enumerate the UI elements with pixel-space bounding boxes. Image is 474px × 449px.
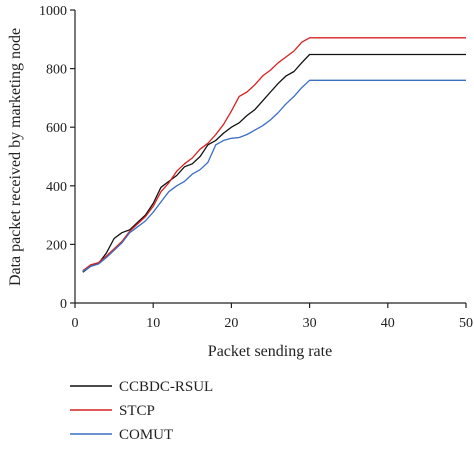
series-line-comut	[82, 79, 466, 272]
x-tick-label: 0	[72, 316, 79, 331]
y-tick-label: 400	[46, 180, 67, 195]
y-tick-label: 200	[46, 238, 67, 253]
plot-area: 0 10 20 30 40 50 0 200 400 600 800 1000	[39, 4, 473, 331]
x-tick-label: 40	[381, 316, 395, 331]
x-tick-label: 10	[146, 316, 160, 331]
legend-label-comut: COMUT	[119, 427, 173, 443]
series-line-ccbdc-rsul	[82, 53, 466, 273]
y-ticks: 0 200 400 600 800 1000	[39, 4, 75, 312]
series-lines	[82, 37, 466, 273]
x-tick-label: 50	[459, 316, 473, 331]
y-tick-label: 600	[46, 121, 67, 136]
x-tick-label: 20	[224, 316, 238, 331]
legend-label-ccbdc-rsul: CCBDC-RSUL	[119, 379, 213, 395]
legend-label-stcp: STCP	[119, 403, 155, 419]
x-axis-title: Packet sending rate	[208, 343, 332, 360]
x-ticks: 0 10 20 30 40 50	[72, 303, 473, 331]
x-tick-label: 30	[303, 316, 317, 331]
y-tick-label: 800	[46, 63, 67, 78]
series-line-stcp	[82, 37, 466, 272]
legend: CCBDC-RSUL STCP COMUT	[70, 379, 213, 443]
y-axis-title: Data packet received by marketing node	[7, 28, 24, 286]
y-tick-label: 1000	[39, 4, 67, 19]
y-tick-label: 0	[60, 297, 67, 312]
